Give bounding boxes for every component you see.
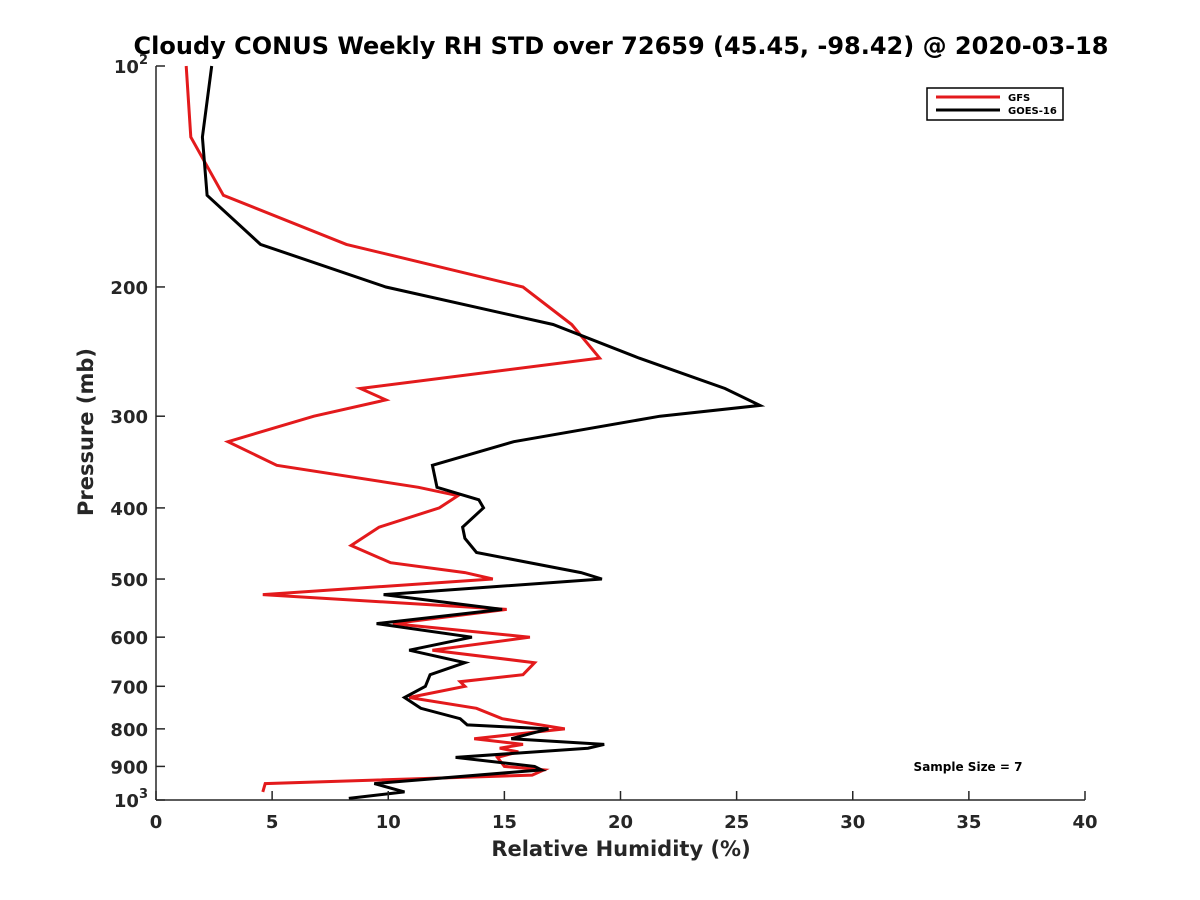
legend-label-gfs: GFS [1008,93,1030,104]
x-axis-label: Relative Humidity (%) [491,837,750,861]
series-layer [184,65,766,800]
plot-background [156,66,1085,800]
axes-layer: 0 5 10 15 20 25 30 35 40 102 200 300 400 500 600 700 800… [110,53,1097,833]
x-tick-label: 30 [840,812,865,833]
x-tick-label: 5 [266,812,279,833]
x-tick-label: 35 [956,812,981,833]
x-tick-label: 0 [150,812,163,833]
y-axis-label: Pressure (mb) [74,348,98,516]
y-tick-label: 600 [110,628,148,649]
series-line-gfs [184,65,603,793]
legend-box [926,87,1064,121]
x-tick-label: 15 [492,812,517,833]
y-tick-label: 102 [114,53,148,78]
sample-size-annotation: Sample Size = 7 [914,760,1023,774]
y-tick-label: 400 [110,499,148,520]
y-tick-label: 900 [110,757,148,778]
y-tick-label: 300 [110,407,148,428]
y-tick-label: 700 [110,677,148,698]
y-tick-label: 800 [110,720,148,741]
x-tick-label: 10 [376,812,401,833]
plot-area [156,66,1085,800]
y-tick-label: 103 [114,787,148,812]
y-tick-label: 500 [110,570,148,591]
chart-title: Cloudy CONUS Weekly RH STD over 72659 (4… [134,32,1109,60]
legend: GFS GOES-16 [926,87,1064,121]
x-tick-label: 25 [724,812,749,833]
x-tick-label: 40 [1072,812,1097,833]
y-tick-label: 200 [110,278,148,299]
legend-label-goes-16: GOES-16 [1008,106,1057,117]
series-line-goes-16 [200,65,766,800]
x-tick-label: 20 [608,812,633,833]
